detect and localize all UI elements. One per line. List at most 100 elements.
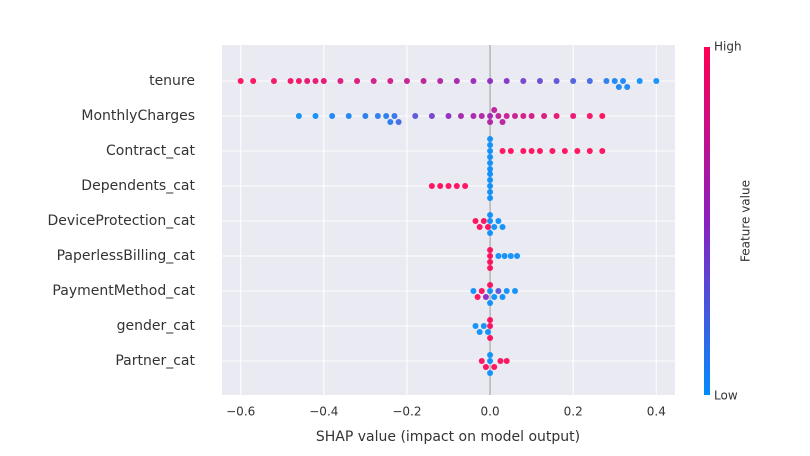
point <box>480 218 487 224</box>
point <box>487 323 494 329</box>
point <box>470 288 477 294</box>
colorbar <box>704 47 710 395</box>
point <box>528 113 535 119</box>
point <box>472 323 479 329</box>
point <box>487 282 494 288</box>
point <box>495 288 502 294</box>
point <box>487 288 494 294</box>
x-tick-label: 0.0 <box>481 405 500 419</box>
point <box>491 294 498 300</box>
point <box>541 113 548 119</box>
colorbar-high: High <box>714 40 742 54</box>
point <box>453 183 460 189</box>
point <box>499 148 506 154</box>
point <box>412 113 419 119</box>
point <box>487 160 494 166</box>
point <box>403 78 410 84</box>
point <box>374 113 381 119</box>
point <box>445 113 452 119</box>
point <box>528 148 535 154</box>
point <box>362 113 369 119</box>
point <box>491 107 498 113</box>
point <box>499 294 506 300</box>
point <box>487 212 494 218</box>
point <box>487 183 494 189</box>
point <box>495 253 502 259</box>
point <box>501 253 508 259</box>
point <box>495 218 502 224</box>
feature-label: Contract_cat <box>106 143 196 159</box>
point <box>561 148 568 154</box>
point <box>586 78 593 84</box>
point <box>428 113 435 119</box>
colorbar-title: Feature value <box>739 180 753 262</box>
point <box>499 224 506 230</box>
point <box>295 113 302 119</box>
point <box>270 78 277 84</box>
point <box>487 300 494 306</box>
point <box>495 113 502 119</box>
point <box>320 78 327 84</box>
point <box>478 358 485 364</box>
point <box>497 358 504 364</box>
point <box>536 78 543 84</box>
feature-label: PaymentMethod_cat <box>52 283 195 299</box>
point <box>491 224 498 230</box>
point <box>586 148 593 154</box>
x-axis-title: SHAP value (impact on model output) <box>316 429 580 445</box>
point <box>520 148 527 154</box>
point <box>437 183 444 189</box>
point <box>445 183 452 189</box>
feature-label: Dependents_cat <box>81 178 195 194</box>
point <box>312 113 319 119</box>
point <box>487 218 494 224</box>
point <box>487 78 494 84</box>
point <box>487 136 494 142</box>
point <box>482 364 489 370</box>
feature-label: Partner_cat <box>115 353 195 369</box>
point <box>636 78 643 84</box>
point <box>511 288 518 294</box>
point <box>574 148 581 154</box>
point <box>237 78 244 84</box>
point <box>586 113 593 119</box>
point <box>487 171 494 177</box>
point <box>615 84 622 90</box>
point <box>487 370 494 376</box>
point <box>620 78 627 84</box>
point <box>487 265 494 271</box>
point <box>520 113 527 119</box>
point <box>312 78 319 84</box>
x-tick-label: 0.2 <box>564 405 583 419</box>
point <box>653 78 660 84</box>
feature-label: tenure <box>149 73 195 89</box>
point <box>487 189 494 195</box>
point <box>470 113 477 119</box>
point <box>345 113 352 119</box>
point <box>503 358 510 364</box>
point <box>570 78 577 84</box>
point <box>428 183 435 189</box>
point <box>487 195 494 201</box>
x-tick-label: −0.4 <box>309 405 338 419</box>
feature-label: MonthlyCharges <box>81 108 195 124</box>
point <box>476 224 483 230</box>
x-tick-label: −0.6 <box>226 405 255 419</box>
point <box>462 183 469 189</box>
feature-label: PaperlessBilling_cat <box>57 248 196 264</box>
point <box>387 119 394 125</box>
point <box>487 148 494 154</box>
point <box>549 148 556 154</box>
point <box>287 78 294 84</box>
feature-label: gender_cat <box>117 318 196 334</box>
point <box>487 247 494 253</box>
point <box>487 253 494 259</box>
point <box>295 78 302 84</box>
point <box>484 224 491 230</box>
point <box>514 253 521 259</box>
plot-area <box>222 45 675 395</box>
point <box>487 177 494 183</box>
point <box>487 317 494 323</box>
point <box>437 78 444 84</box>
